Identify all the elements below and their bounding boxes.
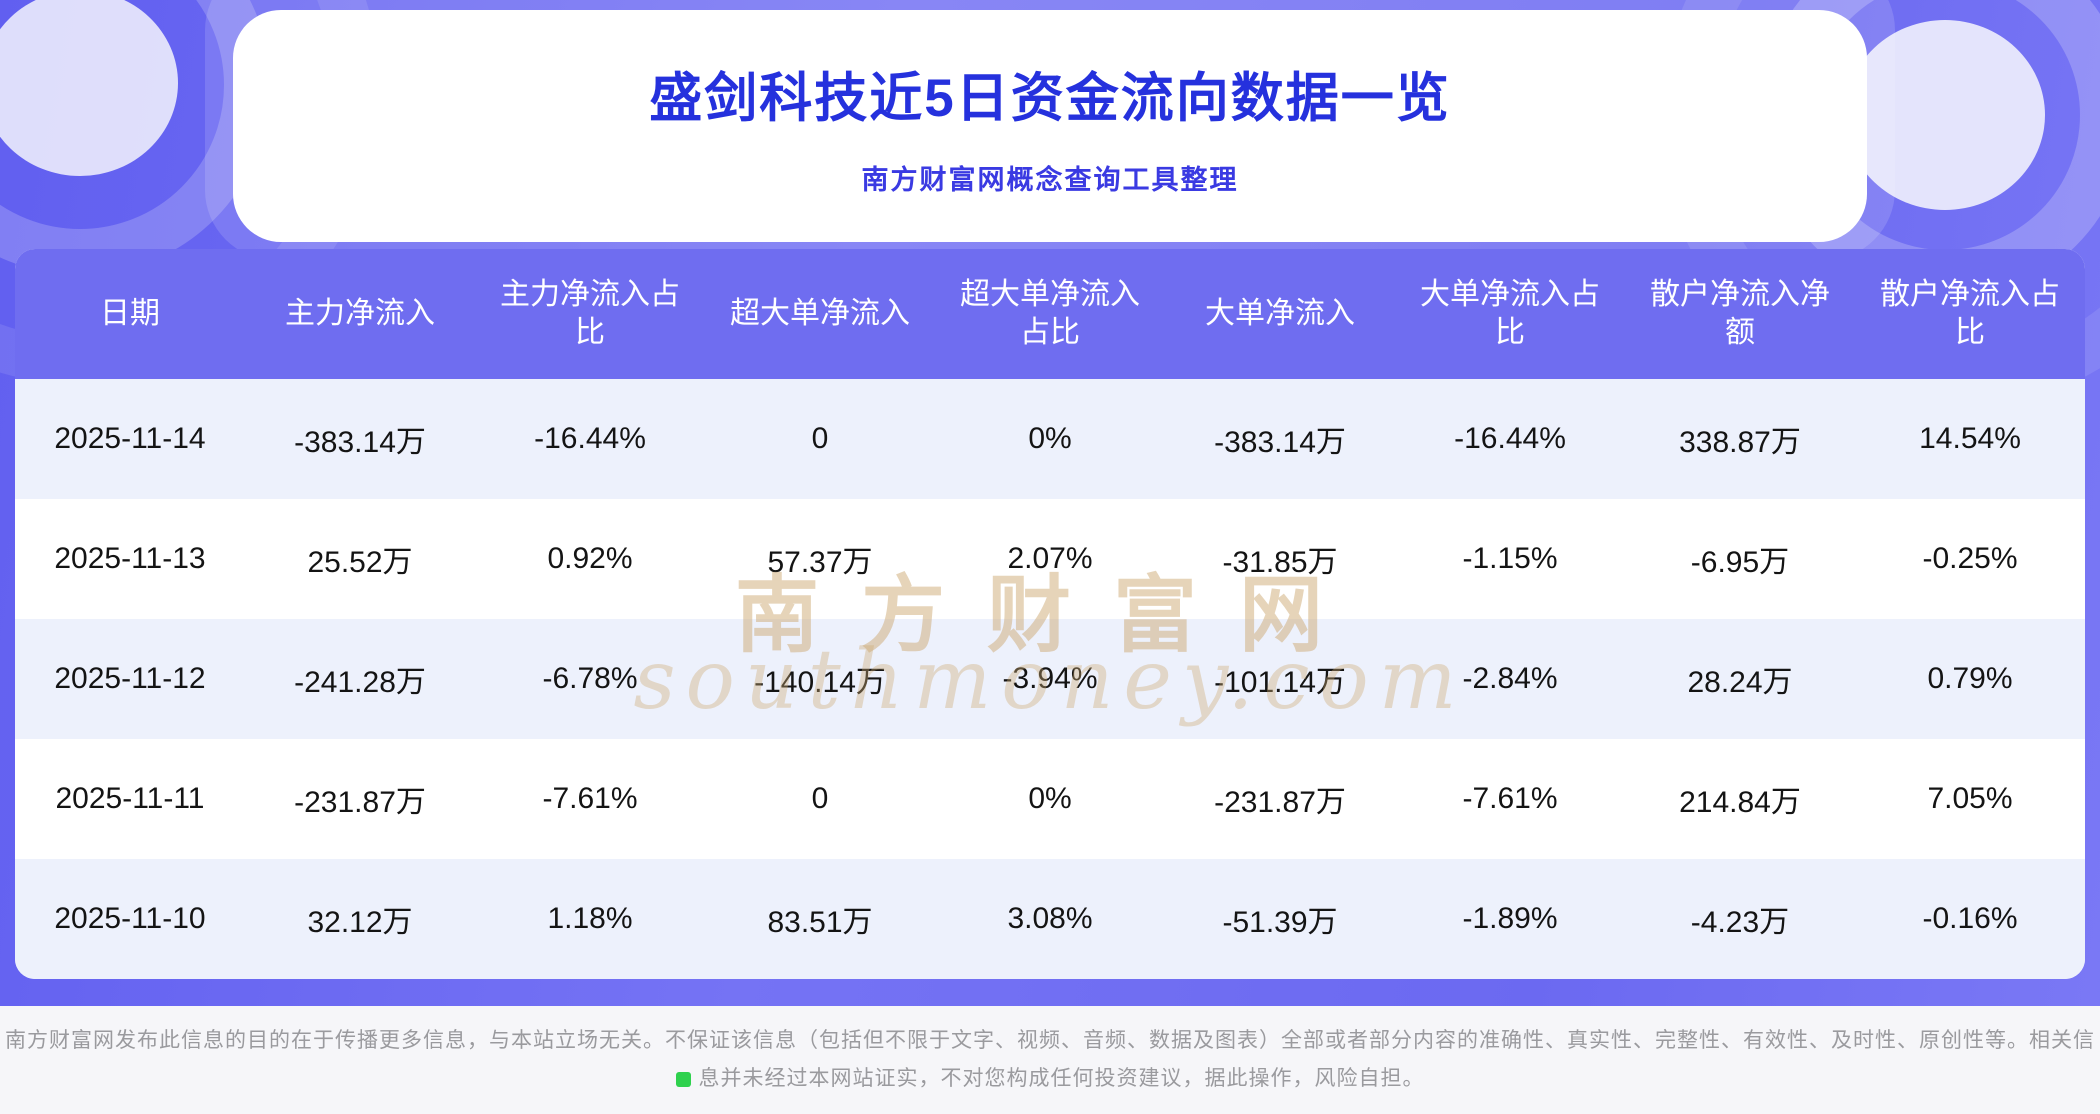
table-cell: 7.05% bbox=[1927, 782, 2013, 815]
table-cell: -383.14万 bbox=[294, 426, 426, 459]
column-header: 散户净流入净额 bbox=[1650, 278, 1830, 349]
green-square-icon bbox=[675, 1071, 691, 1087]
table-cell: 2025-11-13 bbox=[54, 542, 206, 575]
table-cell: 32.12万 bbox=[307, 906, 413, 939]
column-header: 大单净流入 bbox=[1205, 297, 1355, 330]
page-subtitle: 南方财富网概念查询工具整理 bbox=[861, 164, 1239, 195]
disclaimer-footer: 南方财富网发布此信息的目的在于传播更多信息，与本站立场无关。不保证该信息（包括但… bbox=[0, 1006, 2100, 1114]
table-cell: 3.08% bbox=[1007, 902, 1093, 935]
table-cell: 214.84万 bbox=[1679, 786, 1801, 819]
table-cell: -0.25% bbox=[1922, 542, 2018, 575]
table-cell: -7.61% bbox=[1462, 782, 1558, 815]
disclaimer-line-1: 南方财富网发布此信息的目的在于传播更多信息，与本站立场无关。不保证该信息（包括但… bbox=[5, 1022, 2095, 1060]
title-banner: 盛剑科技近5日资金流向数据一览 南方财富网概念查询工具整理 bbox=[233, 10, 1867, 242]
column-header: 日期 bbox=[100, 297, 160, 330]
table-cell: 28.24万 bbox=[1687, 666, 1793, 699]
table-cell: -241.28万 bbox=[294, 666, 426, 699]
column-header: 散户净流入占比 bbox=[1880, 278, 2060, 349]
table-cell: -31.85万 bbox=[1222, 546, 1338, 579]
table-cell: -231.87万 bbox=[1214, 786, 1346, 819]
table-cell: 0.79% bbox=[1927, 662, 2013, 695]
table-row: 2025-11-13 25.52万 0.92% 57.37万 2.07% -31.85万 -… bbox=[15, 499, 2085, 619]
fund-flow-table: 日期 主力净流入 主力净流入占比 超大单净流入 超大单净流入占比 大单净流入 大单净流入占比… bbox=[15, 249, 2085, 979]
table-cell: -3.94% bbox=[1002, 662, 1098, 695]
table-cell: -16.44% bbox=[1454, 422, 1566, 455]
table-cell: -7.61% bbox=[542, 782, 638, 815]
table-cell: -6.95万 bbox=[1690, 546, 1790, 579]
table-cell: -231.87万 bbox=[294, 786, 426, 819]
table-cell: 2025-11-14 bbox=[54, 422, 206, 455]
table-body: 2025-11-14 -383.14万 -16.44% 0 0% -383.14万 -16.… bbox=[15, 379, 2085, 979]
table-row: 2025-11-12 -241.28万 -6.78% -140.14万 -3.94% -1… bbox=[15, 619, 2085, 739]
column-header: 超大单净流入 bbox=[730, 297, 910, 330]
decorative-circle-left bbox=[0, 0, 178, 176]
table-cell: 0 bbox=[811, 782, 829, 815]
table-cell: 0.92% bbox=[547, 542, 633, 575]
table-cell: 2025-11-10 bbox=[54, 902, 206, 935]
table-cell: -6.78% bbox=[542, 662, 638, 695]
table-cell: -16.44% bbox=[534, 422, 646, 455]
disclaimer-text-1: 南方财富网发布此信息的目的在于传播更多信息，与本站立场无关。不保证该信息（包括但… bbox=[5, 1029, 2095, 1052]
table-cell: 0% bbox=[1028, 422, 1072, 455]
table-row: 2025-11-14 -383.14万 -16.44% 0 0% -383.14万 -16.… bbox=[15, 379, 2085, 499]
table-cell: -101.14万 bbox=[1214, 666, 1346, 699]
table-cell: 2025-11-12 bbox=[54, 662, 206, 695]
decorative-circle-right bbox=[1845, 20, 2045, 210]
table-cell: 1.18% bbox=[547, 902, 633, 935]
table-row: 2025-11-11 -231.87万 -7.61% 0 0% -231.87万 -7.61… bbox=[15, 739, 2085, 859]
table-header-row: 日期 主力净流入 主力净流入占比 超大单净流入 超大单净流入占比 大单净流入 大单净流入占比… bbox=[15, 249, 2085, 379]
column-header: 大单净流入占比 bbox=[1420, 278, 1600, 349]
table-cell: 14.54% bbox=[1919, 422, 2021, 455]
table-cell: -140.14万 bbox=[754, 666, 886, 699]
table-cell: 338.87万 bbox=[1679, 426, 1801, 459]
column-header: 主力净流入 bbox=[285, 297, 435, 330]
table-cell: -1.89% bbox=[1462, 902, 1558, 935]
column-header: 超大单净流入占比 bbox=[960, 278, 1140, 349]
table-row: 2025-11-10 32.12万 1.18% 83.51万 3.08% -51.39万 -… bbox=[15, 859, 2085, 979]
table-cell: 2025-11-11 bbox=[55, 782, 205, 815]
table-cell: -2.84% bbox=[1462, 662, 1558, 695]
table-cell: 0 bbox=[811, 422, 829, 455]
column-header: 主力净流入占比 bbox=[500, 278, 680, 349]
table-cell: 57.37万 bbox=[767, 546, 873, 579]
page-title: 盛剑科技近5日资金流向数据一览 bbox=[649, 68, 1451, 128]
table-cell: 83.51万 bbox=[767, 906, 873, 939]
table-cell: -1.15% bbox=[1462, 542, 1558, 575]
table-cell: 2.07% bbox=[1007, 542, 1093, 575]
table-cell: -51.39万 bbox=[1222, 906, 1338, 939]
hero-section: 盛剑科技近5日资金流向数据一览 南方财富网概念查询工具整理 日期 主力净流入 主力净… bbox=[0, 0, 2100, 1006]
disclaimer-line-2: 息并未经过本网站证实，不对您构成任何投资建议，据此操作，风险自担。 bbox=[675, 1060, 1425, 1098]
table-cell: -0.16% bbox=[1922, 902, 2018, 935]
table-cell: -383.14万 bbox=[1214, 426, 1346, 459]
table-cell: 25.52万 bbox=[307, 546, 413, 579]
table-cell: -4.23万 bbox=[1690, 906, 1790, 939]
disclaimer-text-2: 息并未经过本网站证实，不对您构成任何投资建议，据此操作，风险自担。 bbox=[698, 1067, 1425, 1090]
table-cell: 0% bbox=[1028, 782, 1072, 815]
